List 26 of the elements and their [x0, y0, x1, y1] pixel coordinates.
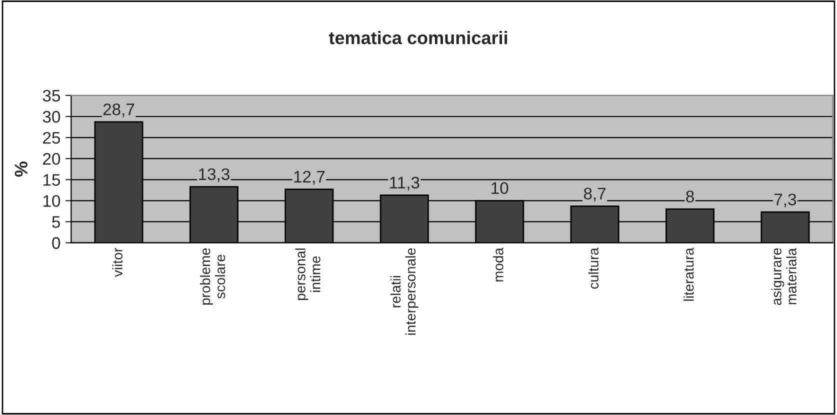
y-tick-label: 15: [43, 174, 60, 186]
y-tick-label: 0: [52, 237, 60, 249]
x-tick-label: personal intime: [295, 248, 320, 300]
data-label: 8: [686, 190, 694, 202]
data-label: 13,3: [199, 168, 230, 182]
data-label: 11,3: [390, 176, 420, 191]
y-axis-title: %: [14, 162, 28, 177]
data-label: 10: [492, 182, 508, 194]
chart-title: tematica comunicarii: [328, 31, 508, 44]
x-tick-label: moda: [493, 248, 504, 282]
data-label: 12,7: [294, 170, 325, 185]
x-tick-label: viitor: [112, 248, 122, 277]
y-tick-label: 35: [42, 90, 60, 102]
y-tick-label: 5: [52, 216, 60, 228]
data-label: 7,3: [774, 194, 796, 208]
x-tick-label: asigurare materiala: [771, 248, 796, 305]
y-tick-label: 25: [43, 132, 60, 144]
y-tick-label: 10: [43, 195, 60, 207]
y-tick-label: 30: [42, 110, 60, 123]
x-tick-label: cultura: [588, 248, 599, 289]
y-tick-label: 20: [43, 152, 60, 165]
data-label: 28,7: [103, 104, 134, 118]
data-label: 8,7: [584, 188, 606, 202]
x-tick-label: literatura: [684, 248, 694, 301]
x-tick-label: relatii interpersonale: [390, 248, 418, 335]
x-tick-label: probleme scolare: [200, 248, 226, 305]
